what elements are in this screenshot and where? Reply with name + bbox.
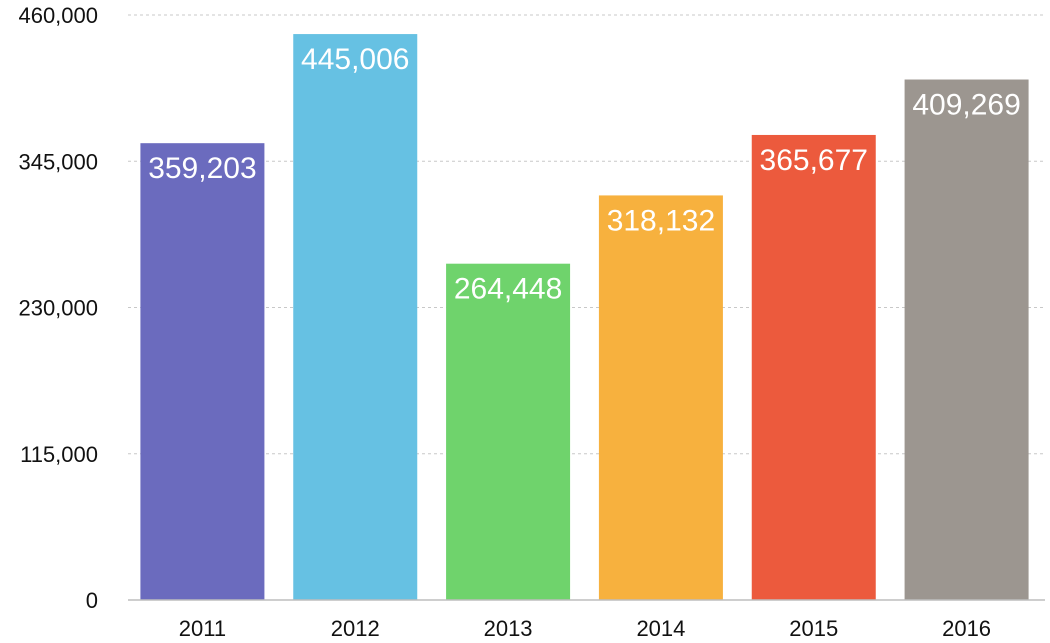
y-axis-ticks: 0 115,000 230,000 345,000 460,000 xyxy=(18,3,98,613)
x-axis-ticks: 2011 2012 2013 2014 2015 2016 xyxy=(179,616,991,641)
bar-2013 xyxy=(446,263,571,600)
data-label: 445,006 xyxy=(301,43,409,76)
data-label: 359,203 xyxy=(148,152,256,185)
x-tick-label: 2014 xyxy=(636,616,685,641)
gridlines xyxy=(128,14,1045,455)
data-label: 409,269 xyxy=(912,89,1020,122)
data-labels: 359,203 445,006 264,448 318,132 365,677 409,2… xyxy=(148,43,1021,306)
bar-2015 xyxy=(751,134,876,600)
data-label: 264,448 xyxy=(454,273,562,306)
x-tick-label: 2013 xyxy=(484,616,533,641)
bar-2016 xyxy=(904,79,1029,600)
y-tick-label: 0 xyxy=(86,588,98,613)
x-tick-label: 2012 xyxy=(331,616,380,641)
data-label: 365,677 xyxy=(760,144,868,177)
x-tick-label: 2011 xyxy=(179,616,226,641)
x-tick-label: 2016 xyxy=(942,616,991,641)
bars xyxy=(140,34,1029,601)
y-tick-label: 460,000 xyxy=(18,3,98,28)
x-tick-label: 2015 xyxy=(789,616,838,641)
bar-2011 xyxy=(140,143,265,600)
y-tick-label: 115,000 xyxy=(20,442,98,467)
y-tick-label: 230,000 xyxy=(18,296,98,321)
data-label: 318,132 xyxy=(607,204,715,237)
y-tick-label: 345,000 xyxy=(18,149,98,174)
bar-2012 xyxy=(293,34,418,600)
bar-2014 xyxy=(598,195,723,601)
